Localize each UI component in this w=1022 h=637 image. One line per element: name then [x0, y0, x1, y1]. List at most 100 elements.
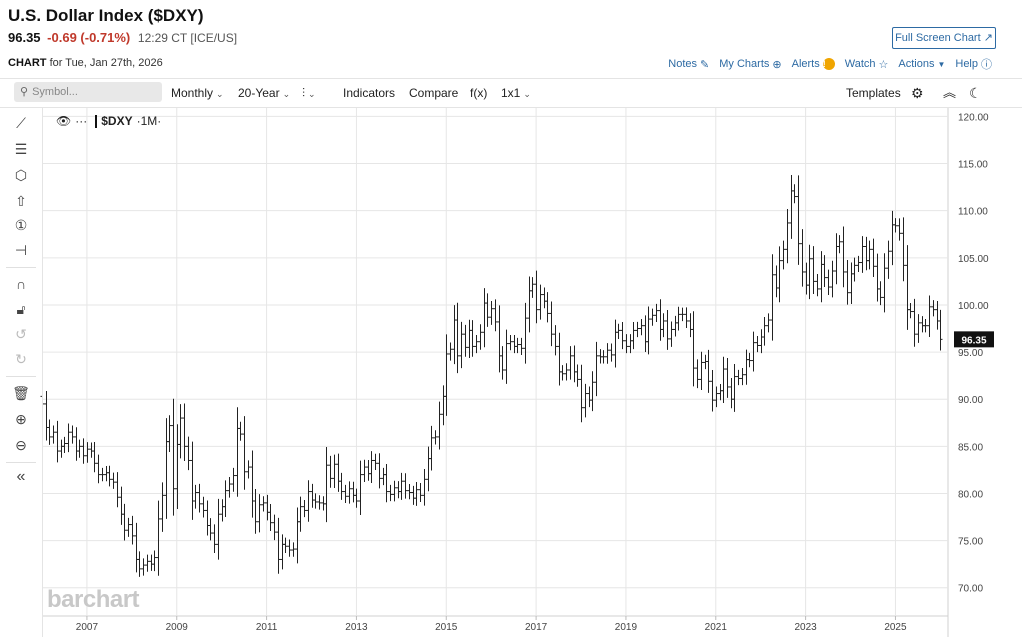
ohlc-bar — [908, 302, 913, 319]
ohlc-bar — [729, 377, 734, 409]
annotation-tool-icon[interactable]: ① — [14, 217, 28, 233]
ohlc-bar — [104, 466, 109, 482]
ohlc-bar — [747, 352, 752, 368]
ohlc-bar — [718, 384, 723, 401]
ohlc-bar — [755, 335, 760, 353]
ohlc-bar — [624, 334, 629, 354]
chart-date-label: CHART for Tue, Jan 27th, 2026 — [8, 57, 163, 69]
arrow-tool-icon[interactable]: ⇧ — [15, 193, 27, 209]
ohlc-bar — [362, 459, 367, 482]
range-dropdown[interactable]: 20-Year ⌄ — [238, 79, 290, 107]
quote-time: 12:29 CT [ICE/US] — [137, 31, 238, 45]
ohlc-bar — [310, 483, 315, 508]
ohlc-bar — [47, 419, 52, 445]
x-tick-label: 2015 — [435, 622, 458, 633]
ohlc-bar — [89, 442, 94, 458]
my-charts-link[interactable]: My Charts ⊕ — [719, 58, 781, 71]
ohlc-bar — [613, 319, 618, 368]
zoom-out-icon[interactable]: ⊖ — [15, 437, 27, 453]
alerts-link[interactable]: Alerts! — [792, 58, 835, 70]
ohlc-bar — [568, 346, 573, 380]
ohlc-bar — [796, 175, 801, 265]
ohlc-bar — [339, 472, 344, 500]
ohlc-bar — [931, 300, 936, 317]
watch-link[interactable]: Watch ☆ — [845, 58, 889, 71]
ohlc-bar — [654, 303, 659, 323]
layout-dropdown[interactable]: 1x1 ⌄ — [501, 79, 531, 107]
ohlc-bar — [822, 255, 827, 287]
measure-tool-icon[interactable]: ⊣ — [14, 242, 28, 258]
ohlc-bar — [478, 324, 483, 350]
ohlc-bar — [332, 454, 337, 489]
ohlc-bar — [197, 483, 202, 513]
ohlc-bar — [253, 489, 258, 534]
actions-menu[interactable]: Actions ▼ — [898, 58, 945, 70]
ohlc-bar — [381, 467, 386, 486]
ohlc-bar — [426, 446, 431, 492]
y-tick-label: 75.00 — [958, 537, 983, 548]
fx-button[interactable]: f(x) — [470, 86, 488, 100]
more-icon[interactable]: ··· — [75, 114, 88, 128]
ohlc-bar — [860, 236, 865, 273]
y-tick-label: 70.00 — [958, 584, 983, 595]
fib-tool-icon[interactable]: ☰ — [14, 141, 28, 157]
symbol-search-input[interactable]: ⚲ Symbol... — [14, 82, 162, 102]
ohlc-bar — [710, 369, 715, 412]
alerts-label: Alerts — [791, 58, 820, 70]
ohlc-bar — [178, 404, 183, 459]
ohlc-bar — [313, 493, 318, 509]
trash-icon[interactable]: 🗑︎ — [12, 385, 30, 401]
shape-tool-icon[interactable]: ⬡ — [14, 167, 28, 183]
ohlc-bar — [302, 499, 307, 518]
ohlc-bar — [878, 281, 883, 306]
eye-icon[interactable]: 👁︎ — [56, 114, 72, 128]
ohlc-bar — [347, 481, 352, 504]
ohlc-bar — [912, 298, 917, 347]
ohlc-bar — [572, 345, 577, 383]
chevron-down-icon: ⌄ — [282, 89, 291, 99]
ohlc-bar — [493, 299, 498, 332]
indicators-button[interactable]: Indicators — [343, 86, 396, 100]
ohlc-bar — [250, 450, 255, 518]
ohlc-bars — [40, 174, 943, 577]
ohlc-bar — [137, 551, 142, 577]
ohlc-bar — [639, 318, 644, 336]
ohlc-bar — [852, 257, 857, 282]
star-icon: ☆ — [878, 58, 889, 71]
notes-link[interactable]: Notes ✎ — [668, 58, 709, 71]
y-tick-label: 105.00 — [958, 254, 989, 265]
unlock-icon[interactable]: 🔓︎ — [16, 301, 26, 317]
undo-icon[interactable]: ↺ — [15, 326, 27, 342]
ohlc-bar — [579, 364, 584, 423]
ohlc-bar — [257, 494, 262, 533]
last-price-box — [954, 331, 994, 348]
ohlc-bar — [807, 244, 812, 300]
gear-icon[interactable]: ⚙ — [911, 85, 924, 101]
help-link[interactable]: Help ⓘ — [955, 56, 992, 72]
edit-icon: ✎ — [700, 58, 710, 71]
x-tick-label: 2023 — [794, 622, 817, 633]
zoom-in-icon[interactable]: ⊕ — [15, 411, 27, 427]
bar-type-dropdown[interactable]: ⫶ ⌄ — [302, 79, 316, 107]
ohlc-bar — [373, 453, 378, 470]
ohlc-bar — [680, 307, 685, 322]
ohlc-bar — [534, 270, 539, 324]
double-chevron-left-icon[interactable]: « — [16, 468, 26, 485]
full-screen-chart-button[interactable]: Full Screen Chart ↗ — [892, 27, 996, 49]
ohlc-bar — [538, 284, 543, 320]
ohlc-bar — [160, 482, 165, 532]
compare-button[interactable]: Compare — [409, 86, 459, 100]
ohlc-bar — [388, 484, 393, 502]
templates-button[interactable]: Templates — [846, 86, 901, 100]
trendline-tool-icon[interactable]: ⟋ — [16, 115, 26, 131]
ohlc-bar — [650, 308, 655, 326]
ohlc-bar — [366, 460, 371, 481]
dark-mode-icon[interactable]: ☾ — [969, 85, 982, 101]
magnet-icon[interactable]: ∩ — [15, 276, 27, 292]
redo-icon[interactable]: ↻ — [15, 351, 27, 367]
collapse-up-icon[interactable]: ︽ — [943, 85, 957, 100]
x-tick-label: 2011 — [256, 622, 278, 633]
ohlc-bar — [549, 301, 554, 347]
period-dropdown[interactable]: Monthly ⌄ — [171, 79, 224, 107]
